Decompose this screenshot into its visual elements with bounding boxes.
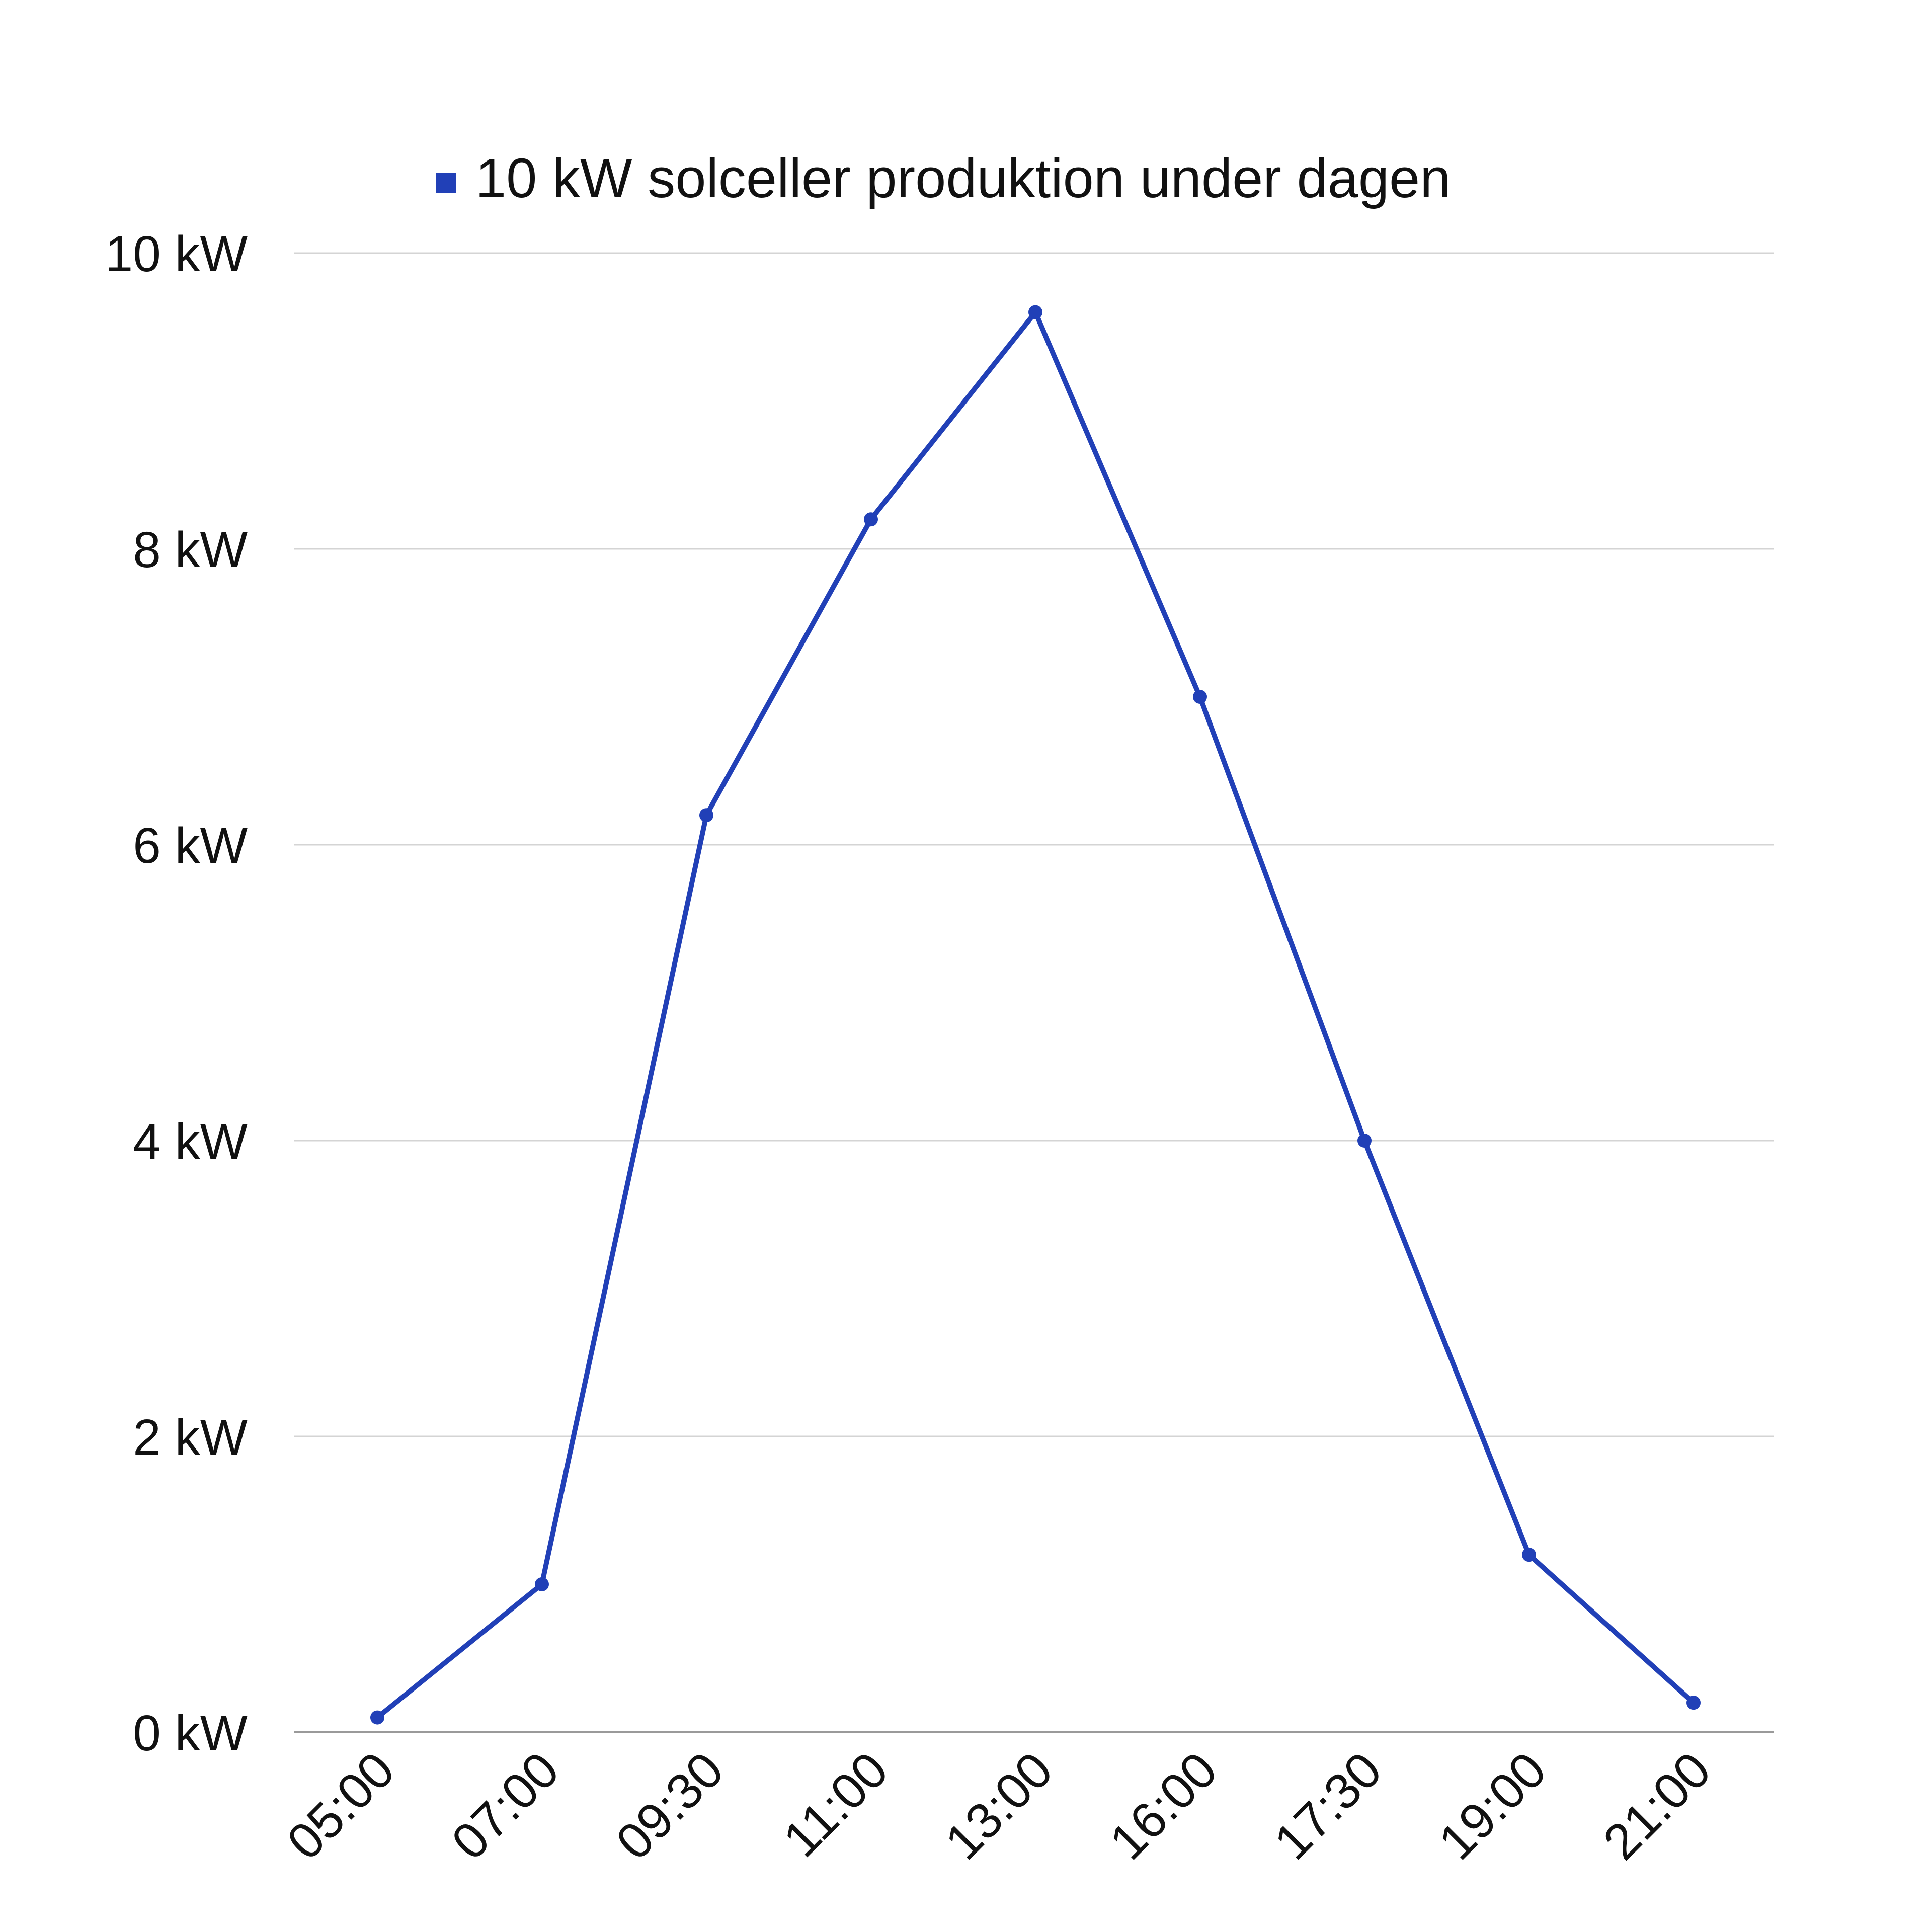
y-tick-label: 10 kW — [105, 226, 248, 282]
data-point — [699, 808, 713, 823]
x-tick-label: 09:30 — [605, 1741, 734, 1870]
y-tick-label: 6 kW — [133, 818, 248, 874]
data-point — [1522, 1548, 1536, 1562]
y-tick-label: 0 kW — [133, 1705, 248, 1761]
data-point — [1028, 305, 1042, 319]
data-point — [535, 1577, 549, 1591]
y-axis-ticks: 0 kW 2 kW 4 kW 6 kW 8 kW 10 kW — [105, 226, 248, 1761]
data-point — [1193, 690, 1207, 704]
x-tick-label: 17:30 — [1263, 1741, 1392, 1870]
legend: 10 kW solceller produktion under dagen — [436, 147, 1451, 209]
gridlines — [294, 252, 1774, 1733]
x-axis-ticks: 05:00 07:00 09:30 11:00 13:00 16:00 17:30 19:00… — [276, 1741, 1721, 1870]
legend-swatch — [436, 173, 456, 193]
x-tick-label: 11:00 — [773, 1741, 899, 1868]
x-tick-label: 19:00 — [1428, 1741, 1557, 1870]
y-tick-label: 2 kW — [133, 1409, 248, 1466]
data-point — [370, 1710, 384, 1725]
y-tick-label: 4 kW — [133, 1113, 248, 1170]
legend-label: 10 kW solceller produktion under dagen — [475, 147, 1451, 209]
y-tick-label: 8 kW — [133, 522, 248, 578]
data-point — [1686, 1696, 1701, 1710]
x-tick-label: 13:00 — [934, 1741, 1063, 1870]
x-tick-label: 16:00 — [1099, 1741, 1228, 1870]
series-layer — [370, 305, 1701, 1725]
x-tick-label: 07:00 — [441, 1741, 570, 1870]
x-tick-label: 21:00 — [1592, 1741, 1721, 1870]
data-point — [1357, 1134, 1372, 1148]
data-point — [864, 512, 878, 527]
series-line — [375, 309, 1696, 1720]
x-tick-label: 05:00 — [276, 1741, 405, 1870]
